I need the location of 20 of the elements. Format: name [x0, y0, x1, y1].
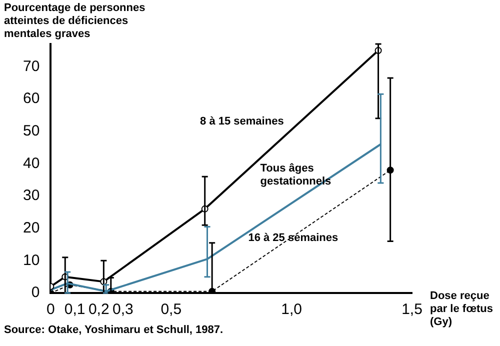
x-tick-label: 1,0 [281, 301, 302, 318]
y-tick-label: 30 [22, 187, 40, 204]
series-label: 8 à 15 semaines [200, 116, 284, 128]
source-note: Source: Otake, Yoshimaru et Schull, 1987. [4, 324, 224, 337]
y-tick-label: 20 [22, 219, 40, 236]
y-tick-label: 70 [22, 58, 40, 75]
x-axis-title: Dose reçue par le fœtus (Gy) [430, 290, 494, 329]
y-tick-label: 60 [22, 90, 40, 108]
y-tick-label: 0 [31, 284, 40, 302]
x-tick-label: 1,5 [402, 301, 422, 318]
y-tick-label: 40 [22, 154, 40, 172]
y-axis-title: Pourcentage de personnes atteintes de déficiences mentales graves [4, 2, 146, 41]
series-label: 16 à 25 semaines [248, 232, 338, 244]
y-tick-label: 10 [22, 252, 40, 269]
x-tick-label: 0,2 [88, 301, 110, 318]
x-tick-label: 0 [46, 301, 55, 318]
y-tick-label: 50 [22, 122, 40, 140]
x-tick-label: 0,1 [64, 301, 86, 318]
x-tick-label: 0,3 [112, 301, 134, 318]
x-tick-label: 0,5 [160, 301, 182, 318]
